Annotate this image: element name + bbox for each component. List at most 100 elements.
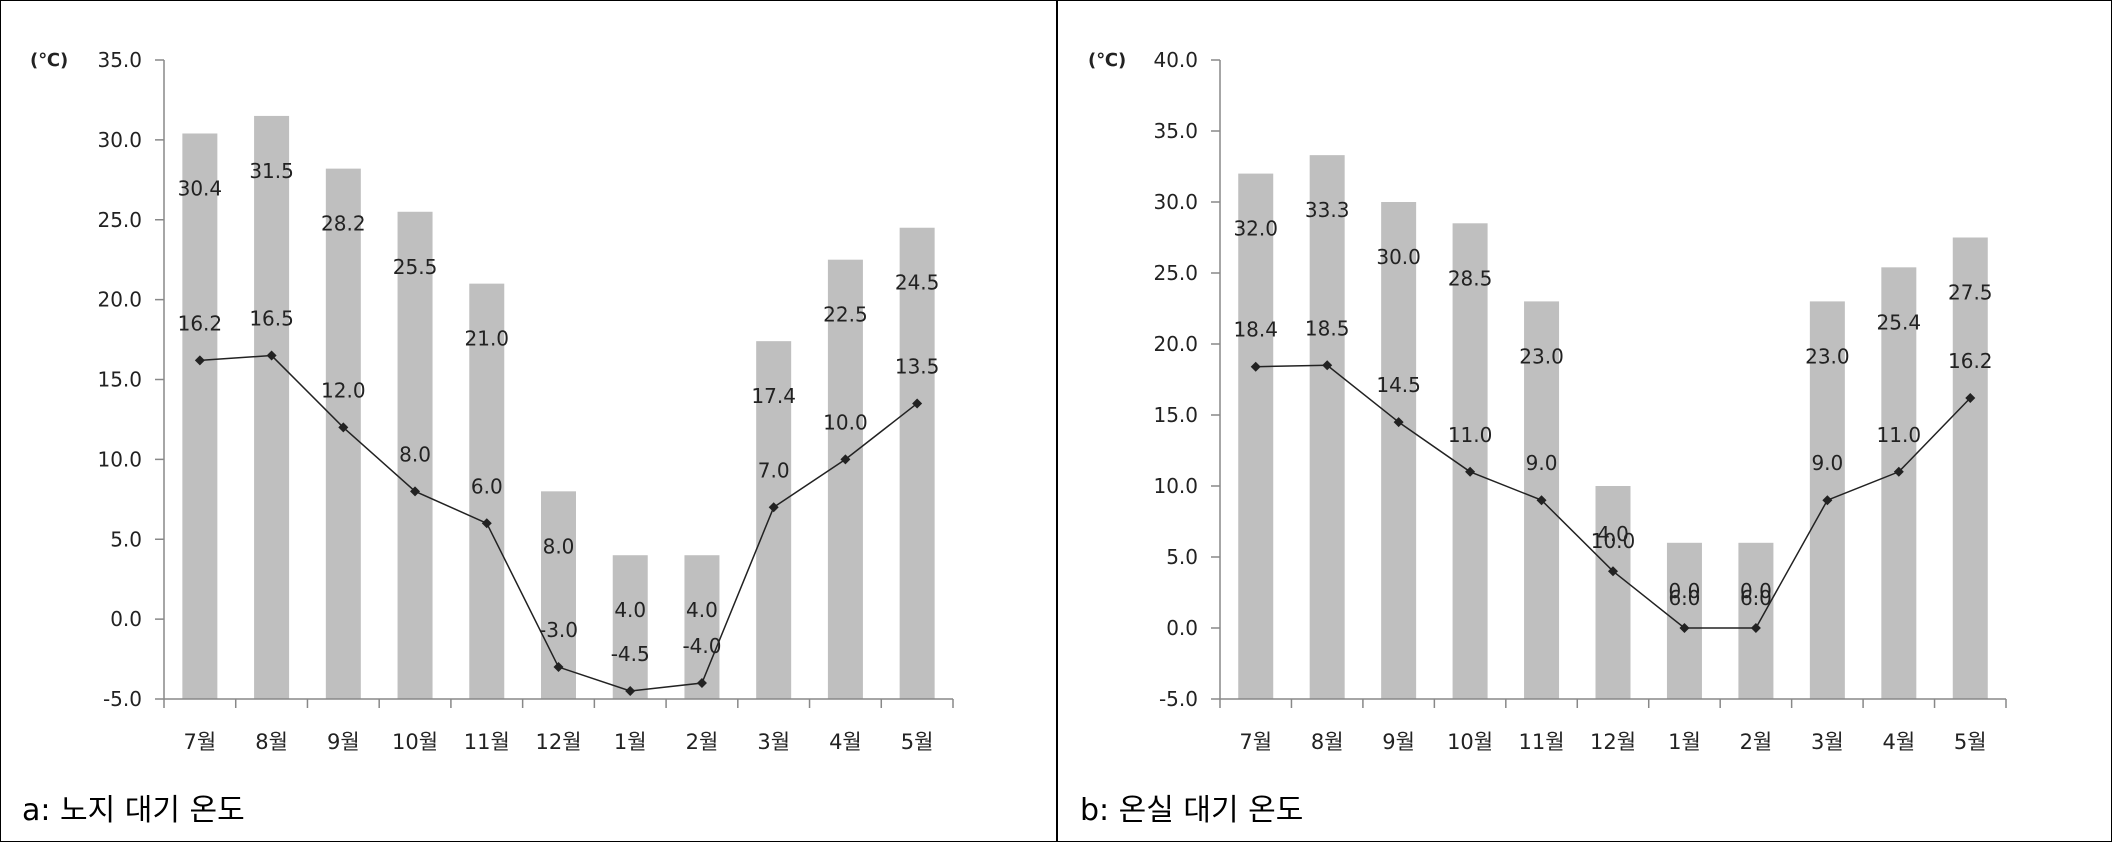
line-point [1536,495,1547,506]
bar-data-label: 30.0 [1376,245,1421,269]
bar [1666,542,1702,699]
line-point [1250,361,1261,372]
x-tick-label: 2월 [1740,730,1773,754]
y-tick-label: 25.0 [1153,261,1198,285]
bar [1452,223,1488,700]
y-tick-label: 15.0 [97,368,142,392]
line-point [194,355,205,366]
y-tick-label: 10.0 [1153,474,1198,498]
line-point [912,398,923,409]
line-data-label: 9.0 [1526,451,1558,475]
x-tick-label: 9월 [327,730,360,754]
y-tick-label: 25.0 [97,208,142,232]
bar [827,259,863,699]
bar [397,211,433,699]
x-tick-label: 12월 [1590,730,1636,754]
line-data-label: 7.0 [758,458,790,482]
x-tick-label: 8월 [1311,730,1344,754]
bar-data-label: 28.5 [1448,266,1493,290]
x-tick-label: 4월 [1882,730,1915,754]
bar-data-label: 33.3 [1305,198,1350,222]
x-tick-label: 10월 [1447,730,1493,754]
x-tick-label: 12월 [535,730,581,754]
bar [182,133,218,700]
bar-data-label: 32.0 [1233,217,1278,241]
caption-a: a: 노지 대기 온도 [22,793,245,828]
bar-data-label: 4.0 [686,598,718,622]
line-point [553,662,564,673]
y-tick-label: 40.0 [1153,48,1198,72]
y-tick-label: -5.0 [1159,687,1198,711]
line-point [1893,466,1904,477]
line-data-label: -3.0 [539,618,578,642]
line-data-label: 6.0 [471,474,503,498]
line-data-label: 12.0 [321,378,366,402]
bar-data-label: 17.4 [751,384,796,408]
line-data-label: 11.0 [1448,423,1493,447]
line-point [1750,623,1761,633]
x-tick-label: 7월 [184,730,217,754]
line-data-label: 0.0 [1740,579,1772,603]
bar [1381,202,1417,699]
x-tick-label: 1월 [614,730,647,754]
unit-label: (℃) [1088,50,1126,71]
line-point [481,518,492,529]
bar [612,555,648,699]
line-point [625,686,636,697]
line-data-label: 13.5 [895,354,940,378]
bar-data-label: 25.5 [393,255,438,279]
bar-data-label: 10.0 [1591,529,1636,553]
chart-panel-a: -5.0 0.0 5.0 10.0 15.0 20.0 25.0 30.0 35.0 7월 8월 9월… [22,48,954,828]
line-data-label: 11.0 [1877,423,1922,447]
bar [1595,486,1631,699]
bar-data-label: 6.0 [1740,586,1772,610]
y-tick-label: 20.0 [1153,332,1198,356]
line-point [338,422,349,433]
x-tick-label: 8월 [255,730,288,754]
bar-data-label: 8.0 [543,534,575,558]
x-tick-label: 3월 [1811,730,1844,754]
bar [469,283,505,699]
chart-a: -5.0 0.0 5.0 10.0 15.0 20.0 25.0 30.0 35.0 7월 8월 9월… [30,48,954,754]
line-data-label: 16.5 [249,307,294,331]
line-data-label: -4.0 [682,634,721,658]
line-data-label: 4.0 [1597,522,1629,546]
line-data-label: 14.5 [1376,373,1421,397]
line-data-label: 8.0 [399,442,431,466]
line-point [696,678,707,689]
line-point [1322,360,1333,371]
x-tick-label: 2월 [686,730,719,754]
bar [756,341,792,699]
line-point [1393,417,1404,428]
line-point [1822,495,1833,506]
line-point [768,502,779,513]
y-tick-label: 35.0 [97,48,142,72]
y-tick-label: 20.0 [97,288,142,312]
y-tick-label: 30.0 [1153,190,1198,214]
line-data-label: 0.0 [1669,579,1701,603]
line-data-label: 16.2 [1948,349,1993,373]
line-point [840,454,851,465]
panel-divider [1056,0,1058,842]
bar-data-label: 28.2 [321,212,366,236]
chart-panel-b: -5.0 0.0 5.0 10.0 15.0 20.0 25.0 30.0 35.0 40.0 7월… [1058,0,2112,842]
bar [899,227,935,700]
line-point [1608,566,1618,577]
line-point [1679,623,1690,633]
line-data-label: -4.5 [611,642,650,666]
bar-data-label: 22.5 [823,303,868,327]
x-tick-label: 5월 [1954,730,1987,754]
line-point [266,350,277,361]
unit-label: (℃) [30,50,68,71]
x-tick-label: 3월 [757,730,790,754]
line-point [1465,466,1476,477]
line-data-label: 16.2 [178,311,223,335]
caption-b: b: 온실 대기 온도 [1080,793,1304,828]
y-tick-label: 30.0 [97,128,142,152]
line-point [1965,392,1976,403]
line-point [410,486,421,497]
bar [1309,155,1345,699]
x-tick-label: 10월 [392,730,438,754]
bar-data-label: 21.0 [465,327,510,351]
bar-data-label: 4.0 [614,598,646,622]
